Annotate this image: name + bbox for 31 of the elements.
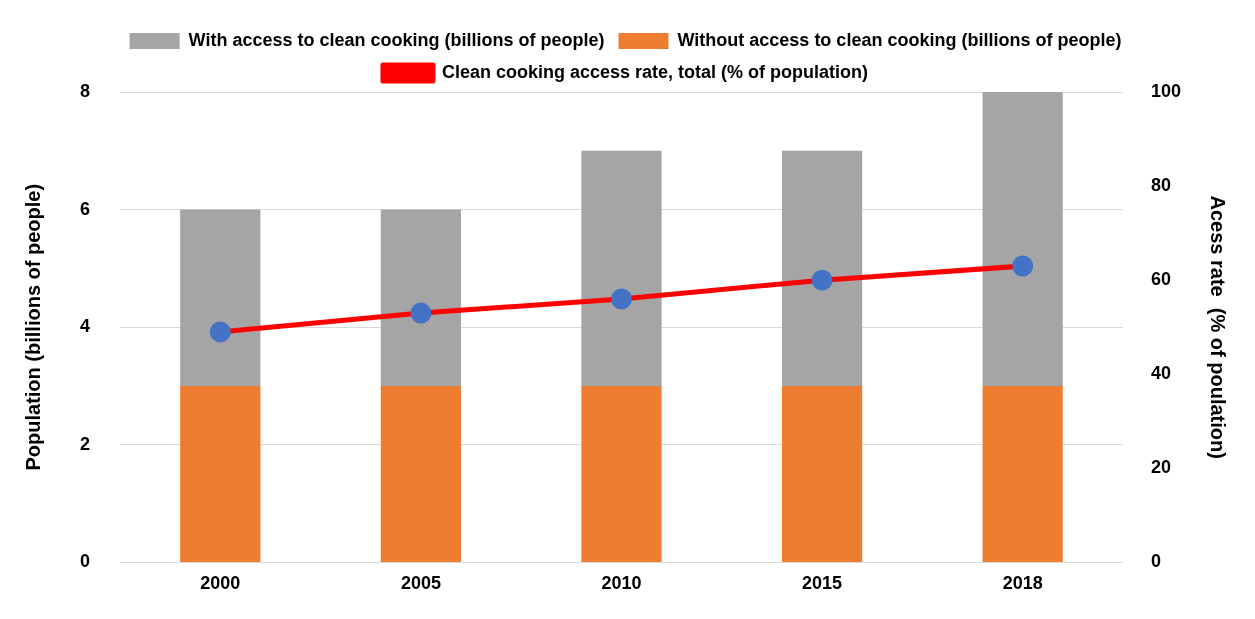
bar [380, 209, 462, 386]
bar [781, 386, 863, 562]
bar [380, 386, 462, 562]
bar [180, 209, 261, 386]
legend-label: Without access to clean cooking (billions of people) [677, 29, 1122, 50]
bar [581, 150, 662, 386]
x-tick-label: 2000 [200, 573, 241, 594]
y-axis-title: Population (billions of people) [21, 183, 44, 471]
y-tick-label: 0 [80, 551, 91, 572]
y2-axis-title: Acess rate (% of poulation) [1207, 195, 1230, 459]
bar [982, 386, 1063, 562]
y2-tick-label: 40 [1150, 363, 1171, 384]
bar [180, 386, 261, 562]
bar [581, 386, 662, 562]
bar [781, 150, 863, 386]
y-tick-label: 6 [80, 198, 91, 219]
y-tick-label: 4 [80, 316, 91, 337]
x-tick-label: 2015 [802, 573, 843, 594]
x-tick-label: 2010 [601, 573, 642, 594]
y2-tick-label: 20 [1150, 457, 1171, 478]
x-tick-label: 2018 [1002, 573, 1043, 594]
y-tick-label: 2 [80, 433, 91, 454]
y2-tick-label: 0 [1150, 551, 1161, 572]
legend-label: Clean cooking access rate, total (% of population) [441, 61, 869, 82]
y2-tick-label: 80 [1150, 175, 1171, 196]
y-tick-label: 8 [80, 80, 91, 101]
bar [982, 92, 1063, 386]
x-tick-label: 2005 [400, 573, 441, 594]
legend-label: With access to clean cooking (billions of people) [188, 29, 605, 50]
y2-tick-label: 60 [1150, 269, 1171, 290]
y2-tick-label: 100 [1150, 80, 1182, 101]
